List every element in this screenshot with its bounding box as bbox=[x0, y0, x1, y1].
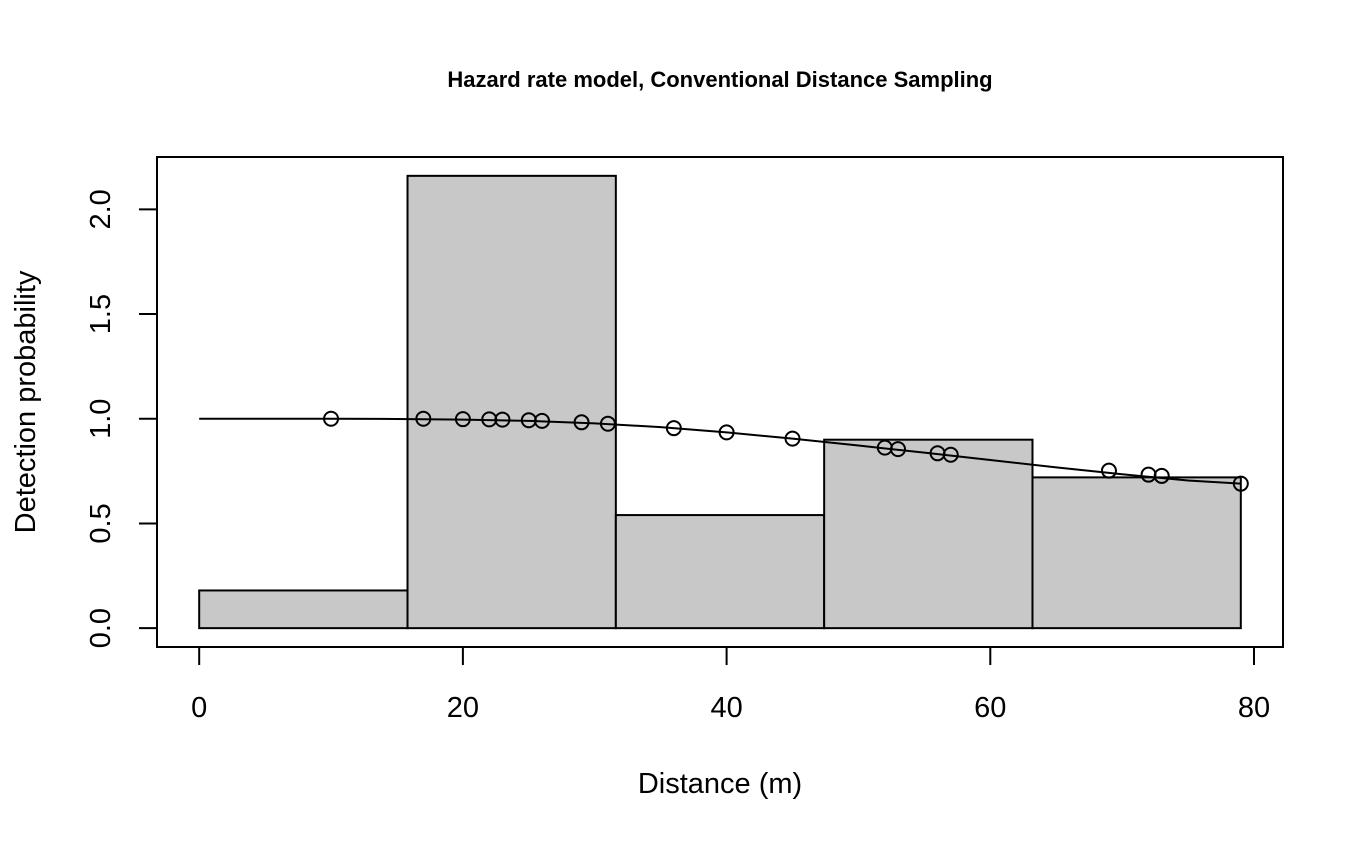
histogram-bar bbox=[614, 514, 826, 630]
x-axis-label: Distance (m) bbox=[638, 768, 802, 800]
data-point bbox=[1232, 475, 1249, 492]
data-point bbox=[573, 414, 590, 431]
histogram-bar bbox=[1031, 476, 1242, 630]
data-point bbox=[494, 411, 511, 428]
y-tick-label: 0.5 bbox=[85, 503, 117, 543]
y-tick-label: 0.0 bbox=[85, 608, 117, 648]
data-point bbox=[1100, 462, 1117, 479]
data-point bbox=[942, 446, 959, 463]
fitted-curve-group bbox=[199, 417, 1241, 485]
x-axis: 0 20 40 60 80 bbox=[191, 646, 1270, 724]
data-point bbox=[889, 441, 906, 458]
x-tick-label: 40 bbox=[710, 692, 742, 724]
fitted-curve-line bbox=[199, 417, 1241, 485]
data-point bbox=[323, 410, 340, 427]
x-tick-label: 80 bbox=[1238, 692, 1270, 724]
x-tick-label: 60 bbox=[974, 692, 1006, 724]
data-point bbox=[454, 411, 471, 428]
histogram-bar bbox=[823, 438, 1034, 630]
data-point bbox=[784, 430, 801, 447]
data-point bbox=[1153, 467, 1170, 484]
histogram-bar bbox=[406, 174, 617, 630]
y-tick-label: 2.0 bbox=[85, 189, 117, 229]
x-tick-label: 20 bbox=[447, 692, 479, 724]
data-point bbox=[415, 410, 432, 427]
data-point bbox=[718, 424, 735, 441]
y-axis: 0.0 0.5 1.0 1.5 2.0 bbox=[85, 189, 158, 648]
y-axis-label: Detection probability bbox=[10, 270, 42, 533]
data-point bbox=[599, 415, 616, 432]
chart-title: Hazard rate model, Conventional Distance… bbox=[447, 67, 992, 92]
data-points bbox=[323, 410, 1249, 492]
y-tick-label: 1.5 bbox=[85, 294, 117, 334]
data-point bbox=[665, 420, 682, 437]
x-tick-label: 0 bbox=[191, 692, 207, 724]
y-tick-label: 1.0 bbox=[85, 399, 117, 439]
histogram-bar bbox=[198, 589, 409, 630]
histogram-bars bbox=[198, 174, 1242, 630]
data-point bbox=[534, 412, 551, 429]
